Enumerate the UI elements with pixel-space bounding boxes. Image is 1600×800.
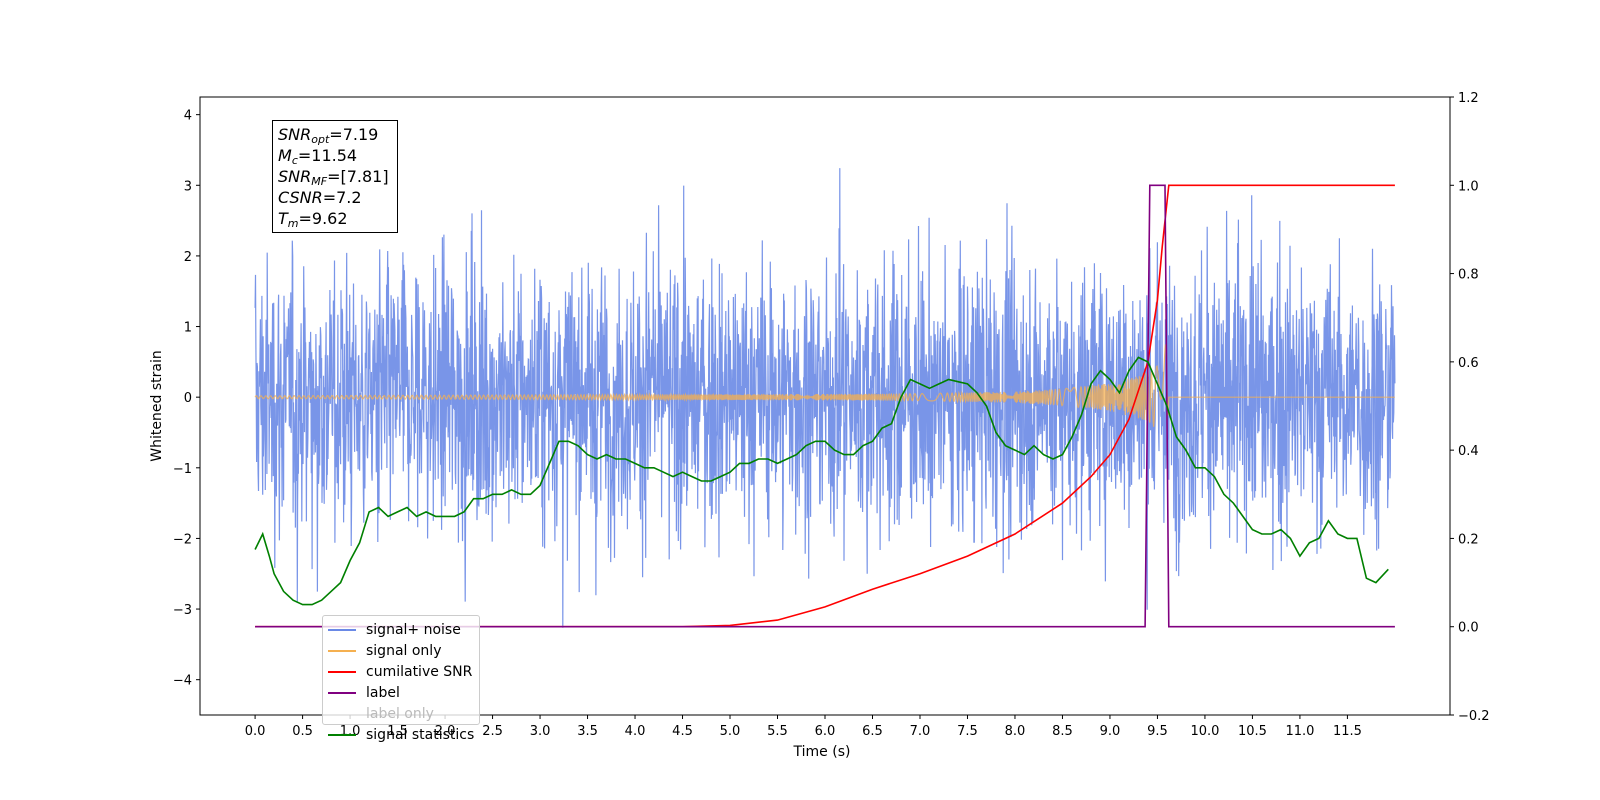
y-left-tick-label: 3 — [184, 179, 192, 194]
legend-swatch — [328, 691, 356, 694]
legend-item: label — [323, 682, 479, 703]
x-tick-label: 2.5 — [482, 724, 503, 739]
legend-label: signal only — [366, 642, 442, 659]
series-cumulative-snr-line — [255, 184, 1395, 628]
y-right-tick-label: 0.6 — [1458, 356, 1479, 371]
y-left-tick-label: −2 — [173, 532, 192, 547]
x-tick-label: 6.5 — [862, 724, 883, 739]
legend-label: cumilative SNR — [366, 663, 473, 680]
legend-item: label only — [323, 703, 479, 724]
y-right-tick-label: 1.2 — [1458, 91, 1479, 106]
x-tick-label: 5.0 — [720, 724, 741, 739]
y-right-tick-label: 0.0 — [1458, 621, 1479, 636]
legend-label: label — [366, 684, 400, 701]
y-right-tick-label: −0.2 — [1458, 709, 1490, 724]
x-tick-label: 3.0 — [530, 724, 551, 739]
x-tick-label: 11.0 — [1285, 724, 1314, 739]
annotation-line: SNRMF=[7.81] — [278, 167, 389, 188]
legend: signal+ noise signal only cumilative SNR la… — [322, 615, 480, 743]
x-tick-label: 3.5 — [577, 724, 598, 739]
legend-item: signal+ noise — [323, 619, 479, 640]
legend-item: cumilative SNR — [323, 661, 479, 682]
y-right-tick-label: 0.8 — [1458, 268, 1479, 283]
legend-swatch — [328, 628, 356, 631]
x-tick-label: 11.5 — [1333, 724, 1362, 739]
series-label-line — [255, 184, 1395, 628]
x-tick-label: 10.0 — [1190, 724, 1219, 739]
series-signal-statistics-line — [254, 356, 1389, 606]
annotation-line: SNRopt=7.19 — [278, 125, 379, 146]
x-tick-label: 5.5 — [767, 724, 788, 739]
series-signal-only-line — [254, 344, 1395, 427]
x-tick-label: 7.0 — [910, 724, 931, 739]
x-tick-label: 9.5 — [1147, 724, 1168, 739]
x-tick-label: 7.5 — [957, 724, 978, 739]
y-right-tick-label: 1.0 — [1458, 179, 1479, 194]
y-left-tick-label: 2 — [184, 250, 192, 265]
x-tick-label: 2.0 — [435, 724, 456, 739]
y-left-tick-label: 0 — [184, 391, 192, 406]
y-left-tick-label: −4 — [173, 674, 192, 689]
y-right-tick-label: 0.2 — [1458, 532, 1479, 547]
legend-label: signal+ noise — [366, 621, 461, 638]
x-tick-label: 8.0 — [1005, 724, 1026, 739]
x-axis-label: Time (s) — [793, 744, 851, 760]
legend-swatch — [328, 713, 356, 715]
y-right-tick-label: 0.4 — [1458, 444, 1479, 459]
annotation-line: CSNR=7.2 — [278, 188, 362, 207]
x-tick-label: 10.5 — [1238, 724, 1267, 739]
legend-swatch — [328, 670, 356, 673]
legend-swatch — [328, 649, 356, 652]
y-left-tick-label: 4 — [184, 109, 192, 124]
y-left-tick-label: −3 — [173, 603, 192, 618]
x-tick-label: 0.0 — [245, 724, 266, 739]
x-tick-label: 8.5 — [1052, 724, 1073, 739]
series-signal-noise-line — [254, 168, 1396, 628]
legend-item: signal statistics — [323, 724, 479, 745]
annotation-box: SNRopt=7.19 Mc=11.54 SNRMF=[7.81] CSNR=7.2 T… — [272, 120, 398, 233]
annotation-line: Tm=9.62 — [278, 209, 348, 230]
y-axis-label: Whitened strain — [149, 350, 165, 461]
y-left-tick-label: −1 — [173, 462, 192, 477]
x-tick-label: 1.5 — [387, 724, 408, 739]
annotation-line: Mc=11.54 — [278, 146, 358, 167]
y-left-tick-label: 1 — [184, 321, 192, 336]
legend-item: signal only — [323, 640, 479, 661]
x-tick-label: 0.5 — [292, 724, 313, 739]
x-tick-label: 4.5 — [672, 724, 693, 739]
x-tick-label: 6.0 — [815, 724, 836, 739]
legend-swatch — [328, 733, 356, 736]
legend-label: label only — [366, 705, 434, 722]
x-tick-label: 9.0 — [1100, 724, 1121, 739]
x-tick-label: 4.0 — [625, 724, 646, 739]
legend-label: signal statistics — [366, 726, 475, 743]
